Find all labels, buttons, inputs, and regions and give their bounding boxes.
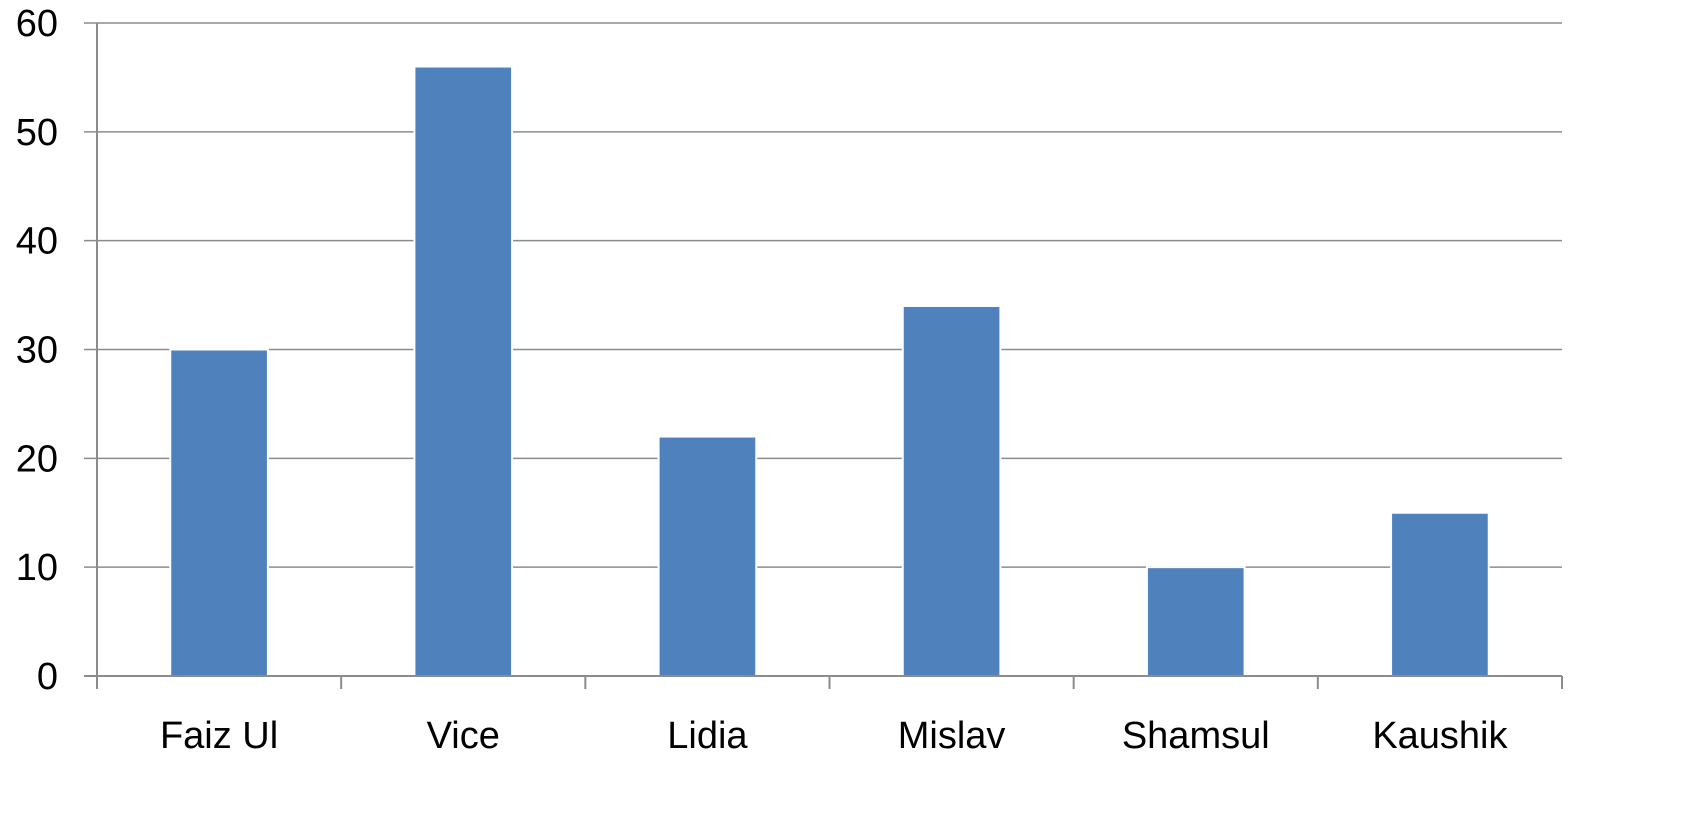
- bar-lidia: [657, 435, 758, 678]
- y-tick-label: 30: [16, 330, 58, 372]
- x-tick-label: Faiz Ul: [160, 715, 278, 757]
- y-tick-label: 0: [37, 656, 58, 698]
- axes: [84, 23, 1563, 689]
- x-tick-label: Lidia: [667, 715, 748, 757]
- bar-kaushik: [1390, 511, 1490, 677]
- gridlines: [84, 22, 1562, 568]
- x-tick-label: Shamsul: [1122, 715, 1270, 757]
- y-tick-label: 50: [16, 112, 58, 154]
- bar-mislav: [901, 304, 1002, 677]
- bar-vice: [413, 65, 514, 678]
- x-tick-label: Mislav: [898, 715, 1006, 757]
- x-tick-label: Vice: [427, 715, 500, 757]
- bars: [169, 65, 1490, 678]
- y-tick-label: 10: [16, 547, 58, 589]
- bar-shamsul: [1145, 566, 1246, 678]
- bar-faiz-ul: [169, 348, 269, 677]
- y-tick-label: 20: [16, 438, 58, 480]
- y-axis-tick-labels: 0 10 20 30 40 50 60: [16, 3, 58, 698]
- x-axis-tick-labels: Faiz Ul Vice Lidia Mislav Shamsul Kaushik: [160, 715, 1509, 757]
- x-tick-label: Kaushik: [1372, 715, 1508, 757]
- y-tick-label: 60: [16, 3, 58, 45]
- y-tick-label: 40: [16, 221, 58, 263]
